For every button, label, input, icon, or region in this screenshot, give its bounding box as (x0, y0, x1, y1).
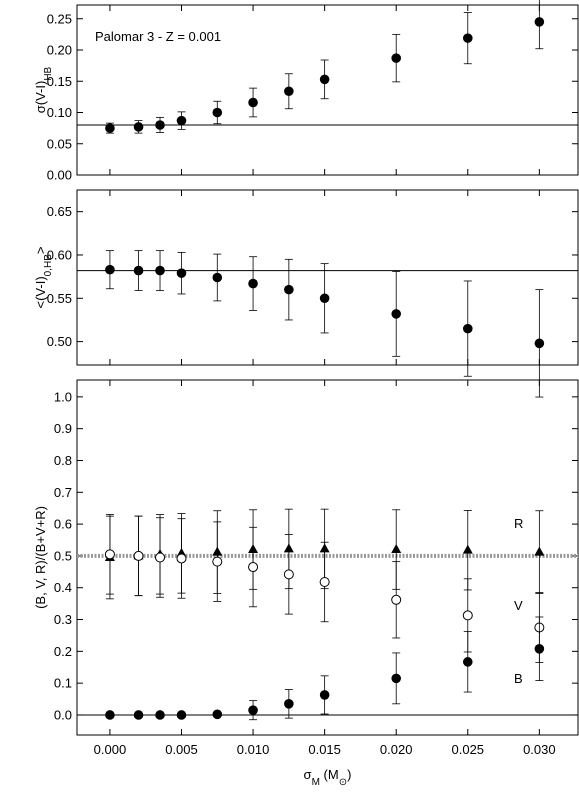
marker (319, 690, 330, 700)
x-tick-label: 0.025 (452, 742, 485, 757)
y-tick-label: 0.65 (47, 204, 72, 219)
y-tick-label: 0.5 (54, 548, 72, 563)
marker (391, 673, 402, 684)
y-tick-label: 0.3 (54, 612, 72, 627)
label-part: (B, V, R)/(B+V+R) (33, 506, 48, 609)
marker (155, 120, 165, 130)
marker (155, 710, 165, 720)
y-tick-label: 0.50 (47, 334, 72, 349)
marker (391, 309, 402, 319)
marker (462, 323, 473, 334)
marker (176, 710, 187, 720)
marker (212, 272, 223, 283)
y-axis-label: (B, V, R)/(B+V+R) (33, 506, 48, 609)
marker (248, 562, 259, 573)
x-tick-label: 0.005 (165, 742, 198, 757)
marker (534, 17, 545, 27)
label-part: ⊙ (339, 777, 347, 788)
marker (105, 123, 115, 133)
y-tick-label: 0.4 (54, 580, 72, 595)
marker (391, 544, 402, 554)
y-tick-label: 0.55 (47, 291, 72, 306)
y-tick-label: 0.1 (54, 676, 72, 691)
label-part: σ(V-I) (33, 81, 48, 114)
marker (462, 33, 473, 43)
label-part: ) (347, 767, 351, 782)
marker (248, 97, 258, 108)
plot-frame (76, 189, 579, 366)
marker (155, 552, 166, 563)
y-axis-label: σ(V-I)HB (33, 66, 54, 113)
y-tick-label: 0.0 (54, 707, 72, 722)
marker (176, 268, 187, 278)
marker (212, 709, 223, 720)
x-tick-label: 0.000 (94, 742, 127, 757)
marker (534, 546, 545, 556)
marker (319, 293, 330, 304)
y-tick-label: 0.15 (47, 74, 72, 89)
marker (248, 278, 258, 289)
y-tick-label: 0.20 (47, 43, 72, 58)
series-label: R (514, 516, 523, 531)
x-tick-label: 0.015 (308, 742, 341, 757)
marker (133, 550, 144, 561)
marker (212, 107, 223, 118)
y-tick-label: 0.25 (47, 11, 72, 26)
label-part: σ (304, 767, 312, 782)
series-label: V (514, 598, 523, 613)
marker (176, 115, 187, 126)
marker (462, 657, 473, 667)
marker (155, 265, 165, 276)
marker (133, 122, 144, 132)
marker (105, 710, 115, 720)
y-tick-label: 0.2 (54, 644, 72, 659)
x-tick-label: 0.010 (237, 742, 270, 757)
x-tick-label: 0.020 (380, 742, 413, 757)
y-tick-label: 0.8 (54, 453, 72, 468)
y-tick-label: 0.05 (47, 136, 72, 151)
marker (133, 265, 144, 276)
y-tick-label: 0.7 (54, 485, 72, 500)
marker (105, 264, 115, 275)
annotation: Palomar 3 - Z = 0.001 (95, 29, 221, 44)
marker (284, 284, 294, 295)
label-part: > (33, 247, 48, 255)
label-part: (M (320, 767, 339, 782)
marker (462, 544, 473, 554)
y-tick-label: 1.0 (54, 389, 72, 404)
marker (284, 86, 294, 97)
marker (284, 699, 294, 709)
marker (283, 569, 294, 580)
y-tick-label: 0.10 (47, 105, 72, 120)
marker (104, 549, 115, 560)
marker (319, 74, 330, 85)
marker (534, 643, 545, 654)
y-tick-label: 0.00 (47, 168, 72, 183)
plot-frame (76, 4, 579, 176)
series-label: B (514, 671, 523, 686)
y-tick-label: 0.9 (54, 421, 72, 436)
marker (133, 710, 144, 720)
x-tick-label: 0.030 (523, 742, 556, 757)
x-axis-label: σM (M⊙) (304, 767, 352, 788)
marker (319, 576, 330, 587)
label-part: HB (43, 66, 54, 80)
marker (248, 705, 258, 715)
y-axis-label: <(V-I)0,HB> (33, 247, 54, 309)
marker (391, 594, 402, 605)
marker (391, 53, 402, 63)
y-tick-label: 0.60 (47, 247, 72, 262)
marker (212, 556, 223, 567)
label-part: 0,HB (43, 254, 54, 277)
label-part: <(V-I) (33, 276, 48, 308)
marker (534, 338, 545, 349)
y-tick-label: 0.6 (54, 517, 72, 532)
marker (462, 610, 473, 621)
label-part: M (312, 777, 320, 788)
marker (176, 553, 187, 564)
